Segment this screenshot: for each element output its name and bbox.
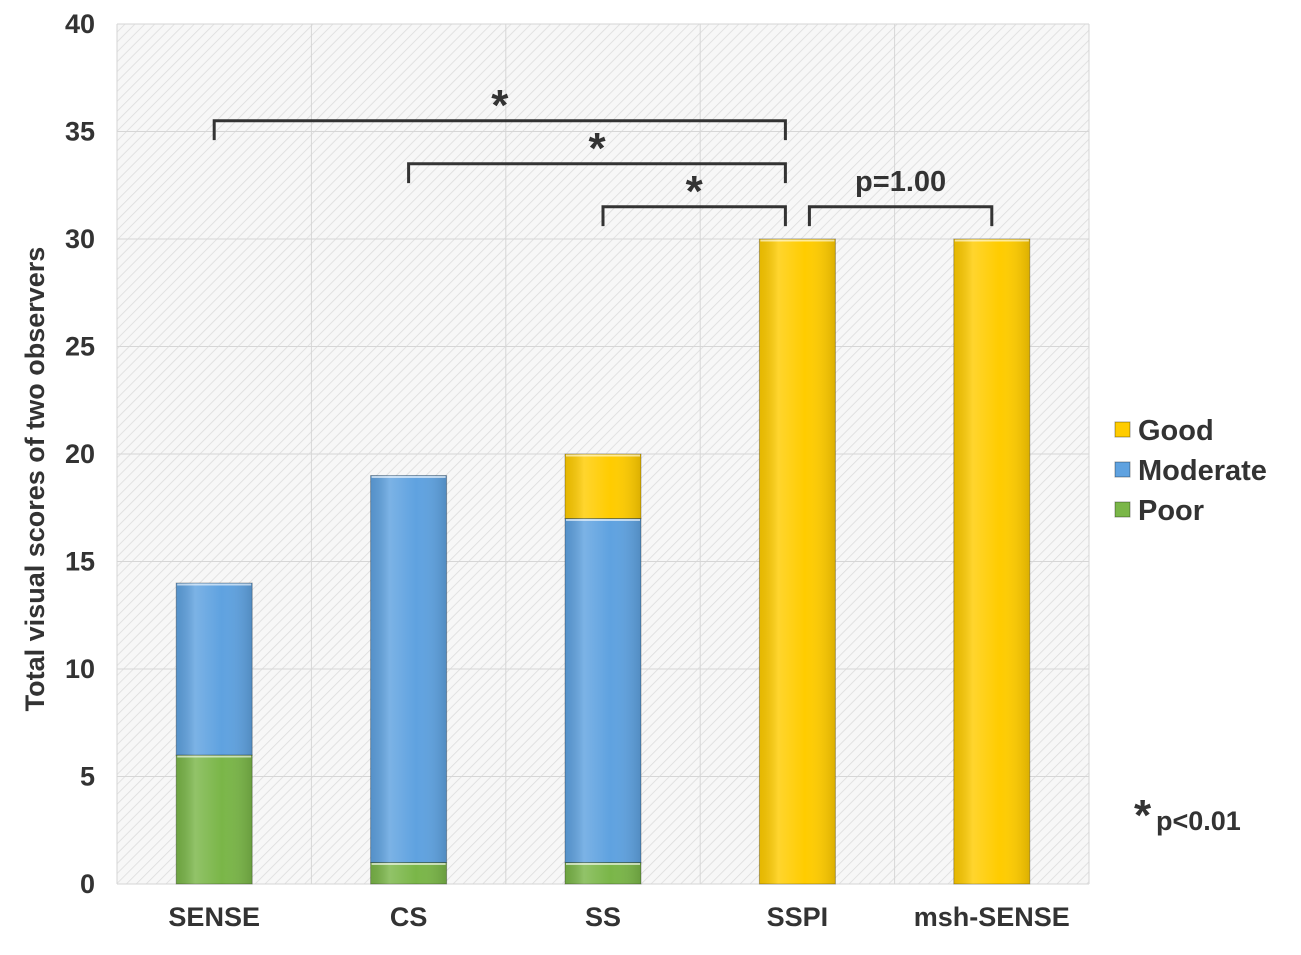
x-tick-label-cs: CS [390,902,428,932]
bar-cs-poor [370,862,448,885]
bracket-star-label: * [491,81,509,130]
bar-ss-good [564,453,642,519]
bracket-line [212,119,787,141]
note-star: * [1134,791,1152,840]
significance-note: * p<0.01 [1134,791,1241,840]
x-tick-label-sspi: SSPI [767,902,829,932]
bar-msh-sense-good [953,238,1031,885]
bracket-line [807,205,994,227]
bar-sense-moderate [175,582,253,756]
legend-label-good: Good [1138,415,1214,447]
bar-cs-moderate [370,475,448,863]
bar-shading [759,239,836,884]
y-tick-label-0: 0 [80,869,95,899]
legend-item-moderate: Moderate [1114,455,1267,487]
legend-item-good: Good [1114,415,1214,447]
bar-shading [176,583,253,755]
y-tick-label-30: 30 [65,224,95,254]
legend-label-poor: Poor [1138,495,1204,527]
significance-bracket-sspi-msh-sense: p=1.00 [807,166,994,227]
bar-shading [565,862,641,884]
bar-ss-moderate [564,518,642,863]
y-tick-label-15: 15 [65,547,95,577]
y-tick-label-40: 40 [65,9,95,39]
bar-shading [953,239,1030,884]
y-tick-label-25: 25 [65,332,95,362]
legend-swatch-good [1114,421,1131,438]
bracket-star-label: * [588,124,606,173]
significance-bracket-ss-sspi: * [601,167,787,227]
legend-item-poor: Poor [1114,495,1204,527]
bar-shading [176,755,253,884]
bar-shading [370,862,447,884]
bar-sense-poor [175,754,253,885]
legend-label-moderate: Moderate [1138,455,1267,487]
y-tick-label-5: 5 [80,762,95,792]
y-tick-label-35: 35 [65,117,95,147]
bar-ss-poor [564,862,642,885]
y-tick-label-10: 10 [65,654,95,684]
bar-shading [565,518,641,863]
bracket-p-value-label: p=1.00 [855,166,946,198]
y-axis-label: Total visual scores of two observers [20,247,50,712]
significance-bracket-sense-sspi: * [212,81,787,141]
bar-shading [370,475,447,863]
bracket-line [407,162,787,184]
bracket-star-label: * [686,167,704,216]
legend-swatch-poor [1114,501,1131,518]
legend-swatch-moderate [1114,461,1131,478]
bar-sspi-good [758,238,836,885]
x-tick-label-msh-sense: msh-SENSE [914,902,1070,932]
note-text: p<0.01 [1156,806,1241,836]
bar-shading [565,454,641,519]
significance-bracket-cs-sspi: * [407,124,787,184]
bracket-line [601,205,787,227]
x-tick-label-ss: SS [585,902,621,932]
y-tick-label-20: 20 [65,439,95,469]
x-tick-label-sense: SENSE [168,902,260,932]
